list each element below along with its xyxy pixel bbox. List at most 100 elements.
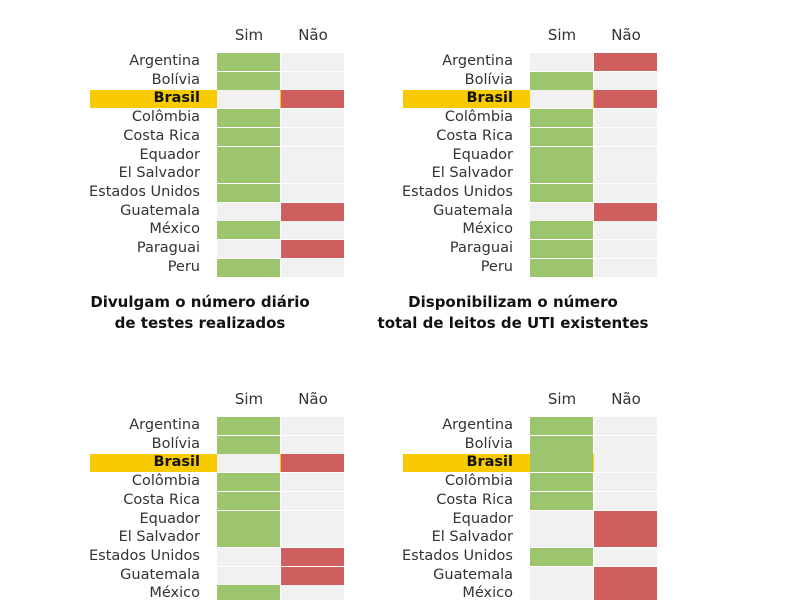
cell-nao (281, 127, 344, 146)
cell-sim (530, 547, 593, 566)
cell-sim (217, 585, 280, 600)
cell-sim (530, 240, 593, 258)
column-header-nao: Não (611, 390, 641, 408)
country-label: El Salvador (431, 529, 513, 546)
country-label: Costa Rica (123, 127, 200, 144)
country-label: El Salvador (118, 165, 200, 182)
cell-sim (530, 71, 593, 90)
country-label: Guatemala (120, 566, 200, 583)
cell-nao (594, 109, 657, 128)
cell-sim (530, 53, 593, 71)
column-header-nao: Não (298, 390, 328, 408)
cell-sim (217, 127, 280, 146)
cell-nao (594, 183, 657, 202)
cell-sim (217, 258, 280, 277)
cell-nao (594, 435, 657, 454)
country-label: Colômbia (444, 473, 513, 490)
column-header-sim: Sim (234, 390, 264, 408)
country-label: México (462, 585, 513, 600)
country-label: Equador (139, 510, 200, 527)
cell-nao (594, 53, 657, 71)
cell-sim (217, 529, 280, 548)
cell-sim (530, 417, 593, 435)
cell-sim (530, 510, 593, 529)
cell-sim (217, 566, 280, 585)
cell-nao (281, 566, 344, 585)
cell-sim (530, 183, 593, 202)
country-label: Guatemala (433, 202, 513, 219)
country-label: Equador (452, 510, 513, 527)
cell-nao (594, 510, 657, 529)
cell-sim (530, 90, 593, 109)
cell-sim (217, 491, 280, 510)
country-label: Estados Unidos (402, 547, 513, 564)
cell-sim (217, 473, 280, 492)
cell-nao (281, 417, 344, 435)
country-label: Argentina (442, 53, 513, 69)
country-label: Estados Unidos (402, 183, 513, 200)
cell-nao (281, 491, 344, 510)
country-label: El Salvador (118, 529, 200, 546)
column-header-nao: Não (611, 26, 641, 44)
cell-nao (594, 221, 657, 240)
cell-nao (594, 566, 657, 585)
cell-sim (530, 454, 593, 473)
cell-nao (594, 417, 657, 435)
cell-nao (281, 202, 344, 221)
cell-nao (594, 585, 657, 600)
country-label: Equador (139, 146, 200, 163)
cell-sim (217, 202, 280, 221)
country-label: Estados Unidos (89, 183, 200, 200)
country-label: Bolívia (151, 435, 200, 452)
country-label: Argentina (442, 417, 513, 433)
cell-nao (594, 491, 657, 510)
cell-sim (217, 53, 280, 71)
country-label: México (149, 221, 200, 238)
country-label: Costa Rica (123, 491, 200, 508)
cell-nao (594, 529, 657, 548)
cell-nao (281, 165, 344, 184)
cell-nao (281, 221, 344, 240)
cell-sim (217, 417, 280, 435)
cell-sim (217, 454, 280, 473)
cell-nao (594, 165, 657, 184)
cell-nao (281, 183, 344, 202)
cell-nao (594, 454, 657, 473)
cell-sim (530, 491, 593, 510)
column-header-sim: Sim (547, 26, 577, 44)
cell-nao (594, 473, 657, 492)
country-label: Peru (480, 258, 513, 275)
column-header-sim: Sim (234, 26, 264, 44)
country-label: Brasil (153, 90, 200, 107)
cell-nao (594, 127, 657, 146)
cell-sim (530, 165, 593, 184)
cell-sim (530, 221, 593, 240)
country-label: Brasil (153, 454, 200, 471)
cell-nao (594, 240, 657, 258)
chart-title: Divulgam o número diário de testes reali… (90, 293, 310, 332)
cell-nao (281, 240, 344, 258)
cell-sim (217, 71, 280, 90)
cell-sim (530, 435, 593, 454)
chart-title: Disponibilizam o número total de leitos … (377, 293, 649, 332)
cell-nao (281, 258, 344, 277)
country-label: México (462, 221, 513, 238)
cell-sim (217, 435, 280, 454)
cell-nao (281, 435, 344, 454)
country-label: Colômbia (131, 473, 200, 490)
country-label: Equador (452, 146, 513, 163)
cell-nao (594, 146, 657, 165)
cell-sim (217, 221, 280, 240)
cell-sim (530, 566, 593, 585)
country-label: Costa Rica (436, 127, 513, 144)
country-label: Bolívia (151, 71, 200, 88)
cell-nao (594, 71, 657, 90)
country-label: Guatemala (120, 202, 200, 219)
country-label: Paraguai (136, 240, 200, 256)
cell-sim (530, 529, 593, 548)
cell-sim (217, 146, 280, 165)
cell-nao (281, 454, 344, 473)
cell-sim (530, 109, 593, 128)
country-label: Peru (167, 258, 200, 275)
